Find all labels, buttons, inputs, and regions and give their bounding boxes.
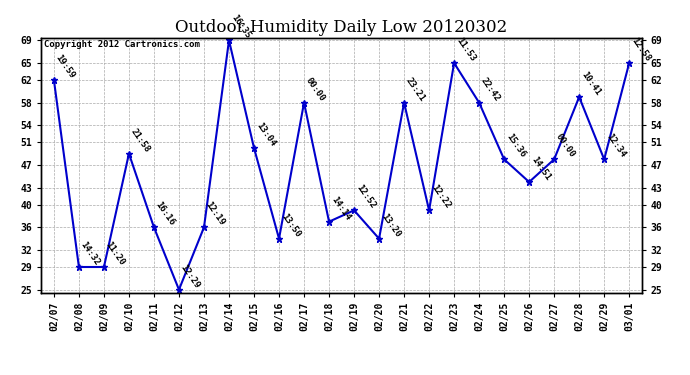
Text: 12:58: 12:58 — [629, 36, 652, 63]
Text: 00:00: 00:00 — [304, 75, 327, 103]
Text: 12:19: 12:19 — [204, 200, 227, 227]
Text: 14:51: 14:51 — [529, 155, 552, 182]
Text: 15:36: 15:36 — [504, 132, 527, 159]
Text: 10:41: 10:41 — [579, 70, 602, 97]
Text: 12:52: 12:52 — [354, 183, 377, 210]
Text: 11:20: 11:20 — [104, 240, 127, 267]
Text: 13:50: 13:50 — [279, 211, 302, 238]
Text: 22:42: 22:42 — [479, 75, 502, 103]
Text: 16:35: 16:35 — [229, 13, 252, 40]
Text: 13:20: 13:20 — [379, 211, 402, 238]
Text: 12:29: 12:29 — [179, 262, 201, 290]
Text: 16:16: 16:16 — [154, 200, 177, 227]
Text: 21:58: 21:58 — [129, 126, 152, 154]
Text: 13:04: 13:04 — [254, 121, 277, 148]
Text: 00:00: 00:00 — [554, 132, 577, 159]
Text: 14:14: 14:14 — [329, 195, 352, 222]
Text: 14:32: 14:32 — [79, 240, 101, 267]
Text: 12:34: 12:34 — [604, 132, 627, 159]
Text: 19:59: 19:59 — [54, 53, 77, 80]
Text: 12:22: 12:22 — [429, 183, 452, 210]
Text: 11:53: 11:53 — [454, 36, 477, 63]
Text: Copyright 2012 Cartronics.com: Copyright 2012 Cartronics.com — [44, 40, 200, 49]
Text: 23:21: 23:21 — [404, 75, 427, 103]
Title: Outdoor Humidity Daily Low 20120302: Outdoor Humidity Daily Low 20120302 — [175, 19, 508, 36]
